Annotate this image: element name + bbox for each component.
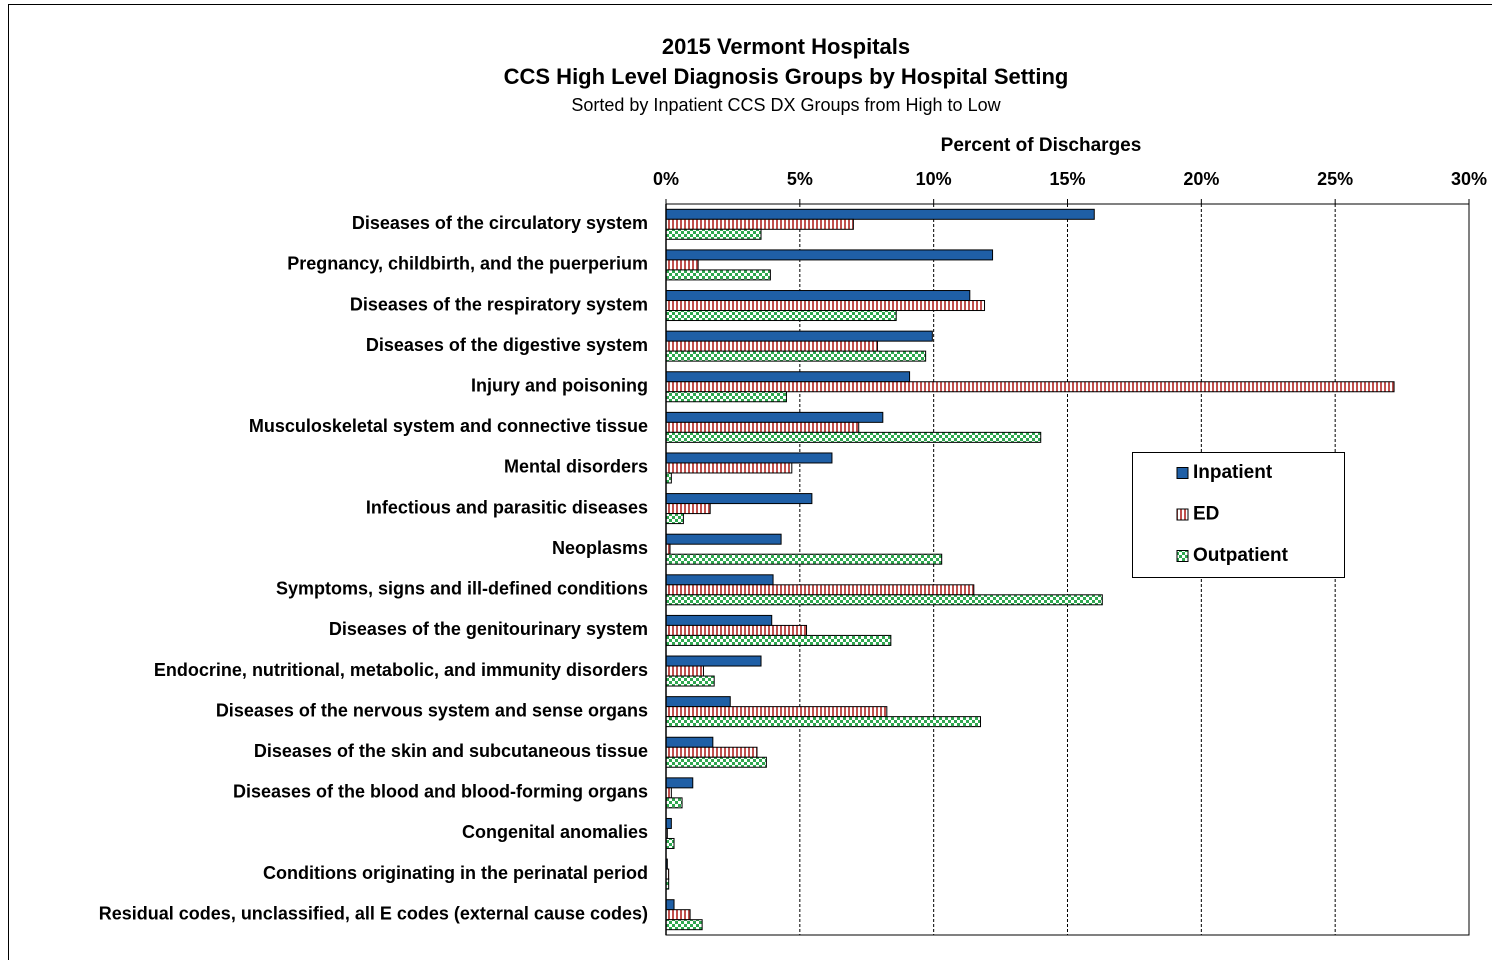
bar bbox=[665, 634, 892, 646]
y-tick-label: Diseases of the skin and subcutaneous ti… bbox=[254, 741, 648, 761]
y-tick-label: Mental disorders bbox=[504, 457, 648, 477]
chart-subtitle: CCS High Level Diagnosis Groups by Hospi… bbox=[504, 64, 1069, 89]
bar bbox=[665, 269, 771, 281]
legend: Inpatient ED Outpatient bbox=[1132, 452, 1345, 578]
bar bbox=[665, 696, 731, 708]
bar bbox=[665, 706, 888, 718]
bar bbox=[665, 584, 975, 596]
bar bbox=[665, 462, 793, 474]
bar bbox=[665, 513, 684, 525]
bar bbox=[665, 756, 767, 768]
bar bbox=[665, 472, 672, 484]
bar bbox=[665, 381, 1395, 393]
legend-swatch bbox=[1176, 467, 1189, 479]
axis-title: Percent of Discharges bbox=[941, 135, 1142, 156]
bar bbox=[665, 249, 994, 261]
bar bbox=[665, 777, 694, 789]
bar bbox=[665, 817, 672, 829]
x-tick-label: 15% bbox=[1049, 169, 1085, 189]
bar bbox=[665, 330, 933, 342]
y-tick-label: Diseases of the circulatory system bbox=[352, 213, 648, 233]
y-tick-label: Pregnancy, childbirth, and the puerperiu… bbox=[287, 254, 648, 274]
bar bbox=[665, 452, 833, 464]
x-tick-label: 30% bbox=[1451, 169, 1487, 189]
bar bbox=[665, 493, 813, 505]
x-tick-label: 0% bbox=[653, 169, 679, 189]
chart-subtitle: Sorted by Inpatient CCS DX Groups from H… bbox=[571, 95, 1001, 115]
legend-swatch bbox=[1176, 550, 1189, 562]
x-tick-label: 20% bbox=[1183, 169, 1219, 189]
bar bbox=[665, 594, 1103, 606]
y-tick-label: Diseases of the genitourinary system bbox=[329, 619, 648, 639]
x-tick-label: 5% bbox=[787, 169, 813, 189]
bar bbox=[665, 665, 704, 677]
legend-label: Outpatient bbox=[1193, 545, 1289, 566]
y-tick-label: Neoplasms bbox=[552, 538, 648, 558]
y-tick-label: Musculoskeletal system and connective ti… bbox=[249, 416, 648, 436]
legend-box bbox=[1132, 452, 1345, 578]
y-tick-label: Endocrine, nutritional, metabolic, and i… bbox=[154, 660, 648, 680]
bar bbox=[665, 675, 715, 687]
chart-frame bbox=[8, 4, 1492, 960]
y-tick-label: Diseases of the respiratory system bbox=[350, 294, 648, 314]
bar bbox=[665, 350, 927, 362]
bar bbox=[665, 899, 675, 911]
y-tick-label: Diseases of the nervous system and sense… bbox=[216, 700, 648, 720]
chart-title: 2015 Vermont Hospitals bbox=[662, 34, 910, 59]
bar bbox=[665, 909, 691, 921]
bar bbox=[665, 421, 860, 433]
bar bbox=[665, 300, 986, 312]
bar bbox=[665, 533, 782, 545]
y-tick-label: Congenital anomalies bbox=[462, 822, 648, 842]
bar bbox=[665, 655, 762, 667]
bar bbox=[665, 208, 1095, 220]
bar bbox=[665, 787, 672, 799]
x-tick-label: 10% bbox=[916, 169, 952, 189]
bar bbox=[665, 431, 1042, 443]
bar bbox=[665, 218, 854, 230]
bar bbox=[665, 259, 699, 271]
bar bbox=[665, 340, 878, 352]
x-tick-label: 25% bbox=[1317, 169, 1353, 189]
bar bbox=[665, 919, 703, 931]
bar bbox=[665, 797, 683, 809]
bar bbox=[665, 290, 971, 302]
bar bbox=[665, 614, 773, 626]
bar bbox=[665, 391, 787, 403]
y-tick-label: Diseases of the blood and blood-forming … bbox=[233, 782, 648, 802]
bar bbox=[665, 837, 675, 849]
bar bbox=[665, 746, 758, 758]
bar bbox=[665, 411, 884, 423]
bar bbox=[665, 503, 711, 515]
bar bbox=[665, 624, 808, 636]
bar bbox=[665, 736, 714, 748]
bar bbox=[665, 371, 911, 383]
y-tick-label: Injury and poisoning bbox=[471, 376, 648, 396]
y-tick-label: Symptoms, signs and ill-defined conditio… bbox=[276, 579, 648, 599]
bar bbox=[665, 574, 774, 586]
legend-label: ED bbox=[1193, 504, 1219, 525]
y-tick-label: Infectious and parasitic diseases bbox=[366, 497, 648, 517]
y-tick-label: Residual codes, unclassified, all E code… bbox=[99, 903, 648, 923]
bar bbox=[665, 310, 897, 322]
y-tick-label: Diseases of the digestive system bbox=[366, 335, 648, 355]
legend-swatch bbox=[1176, 508, 1189, 521]
bar bbox=[665, 553, 943, 565]
bar bbox=[665, 716, 982, 728]
bar bbox=[665, 228, 762, 240]
legend-label: Inpatient bbox=[1193, 462, 1273, 483]
y-tick-label: Conditions originating in the perinatal … bbox=[263, 863, 648, 883]
